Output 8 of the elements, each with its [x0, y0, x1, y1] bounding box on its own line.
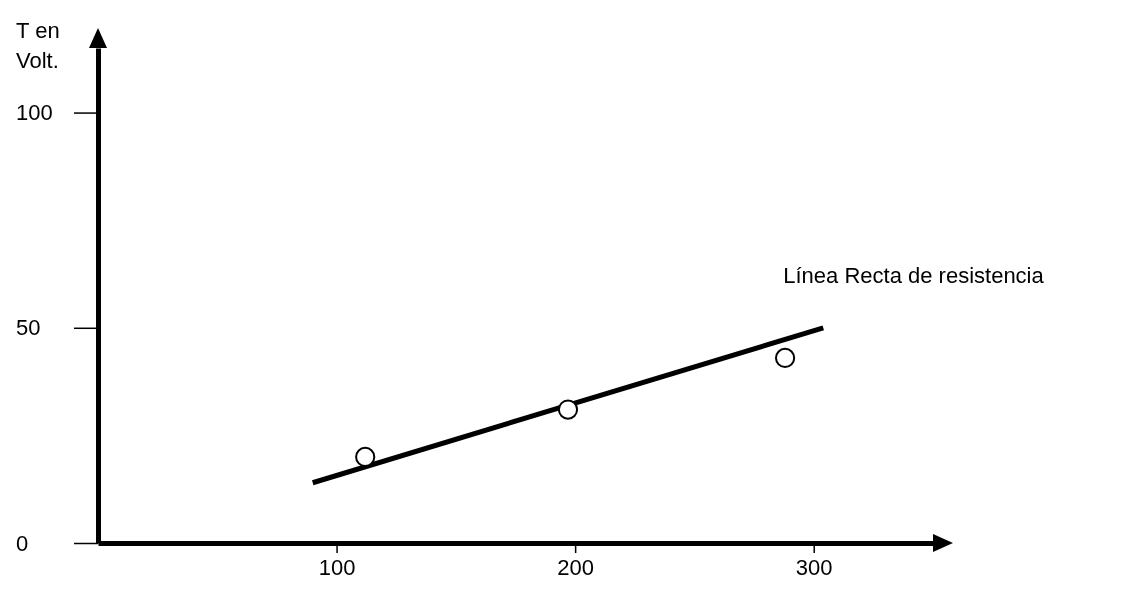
x-tick-label: 200 [557, 554, 594, 580]
y-tick-label: 0 [16, 530, 29, 556]
y-axis-title: T en Volt. [16, 18, 60, 73]
y-tick-label: 50 [16, 315, 41, 341]
text: Línea Recta de resistencia [783, 262, 1045, 288]
x-tick-label: 100 [318, 554, 356, 580]
x-tick-label: 300 [795, 554, 833, 580]
y-tick-label: 100 [16, 100, 53, 126]
